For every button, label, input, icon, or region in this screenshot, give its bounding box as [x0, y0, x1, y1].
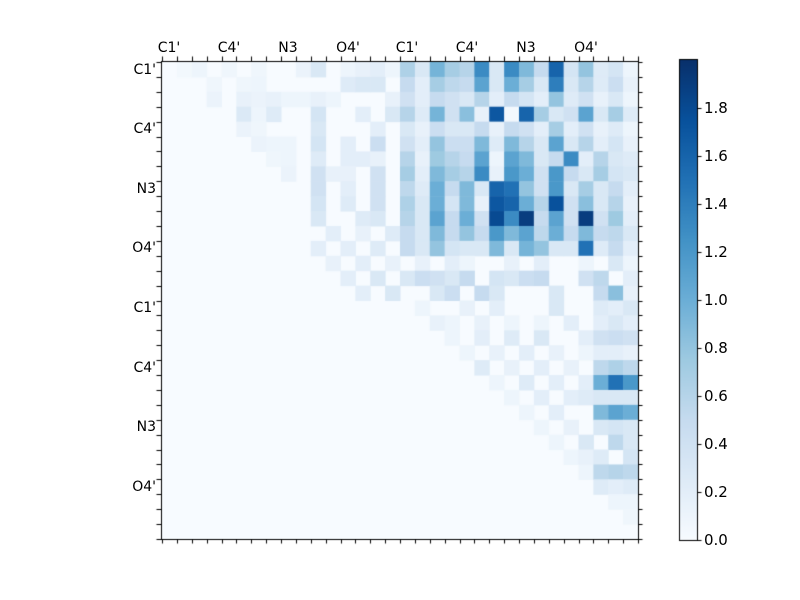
y-tick-label: C1': [133, 62, 156, 78]
colorbar-tick-label: 1.6: [704, 147, 728, 165]
colorbar-tick-label: 0.0: [704, 531, 728, 549]
x-tick-label: C1': [157, 40, 181, 56]
colorbar-tick-label: 1.0: [704, 291, 728, 309]
y-tick-label: N3: [136, 419, 156, 435]
x-tick-label: C1': [395, 40, 419, 56]
colorbar-tick-label: 0.8: [704, 339, 728, 357]
colorbar-tick-label: 0.4: [704, 435, 728, 453]
y-tick-label: N3: [136, 181, 156, 197]
x-tick-label: O4': [336, 40, 360, 56]
x-tick-label: C4': [217, 40, 241, 56]
x-tick-label: N3: [516, 40, 536, 56]
y-tick-label: C1': [133, 300, 156, 316]
colorbar-tick-label: 1.8: [704, 99, 728, 117]
colorbar-tick-label: 1.2: [704, 243, 728, 261]
y-tick-label: O4': [132, 479, 156, 495]
colorbar-tick-label: 0.2: [704, 483, 728, 501]
x-tick-label: C4': [455, 40, 479, 56]
x-tick-label: N3: [278, 40, 298, 56]
y-tick-label: O4': [132, 240, 156, 256]
colorbar-tick-label: 0.6: [704, 387, 728, 405]
y-tick-label: C4': [133, 360, 156, 376]
x-tick-label: O4': [574, 40, 598, 56]
colorbar-tick-label: 1.4: [704, 195, 728, 213]
y-tick-label: C4': [133, 121, 156, 137]
